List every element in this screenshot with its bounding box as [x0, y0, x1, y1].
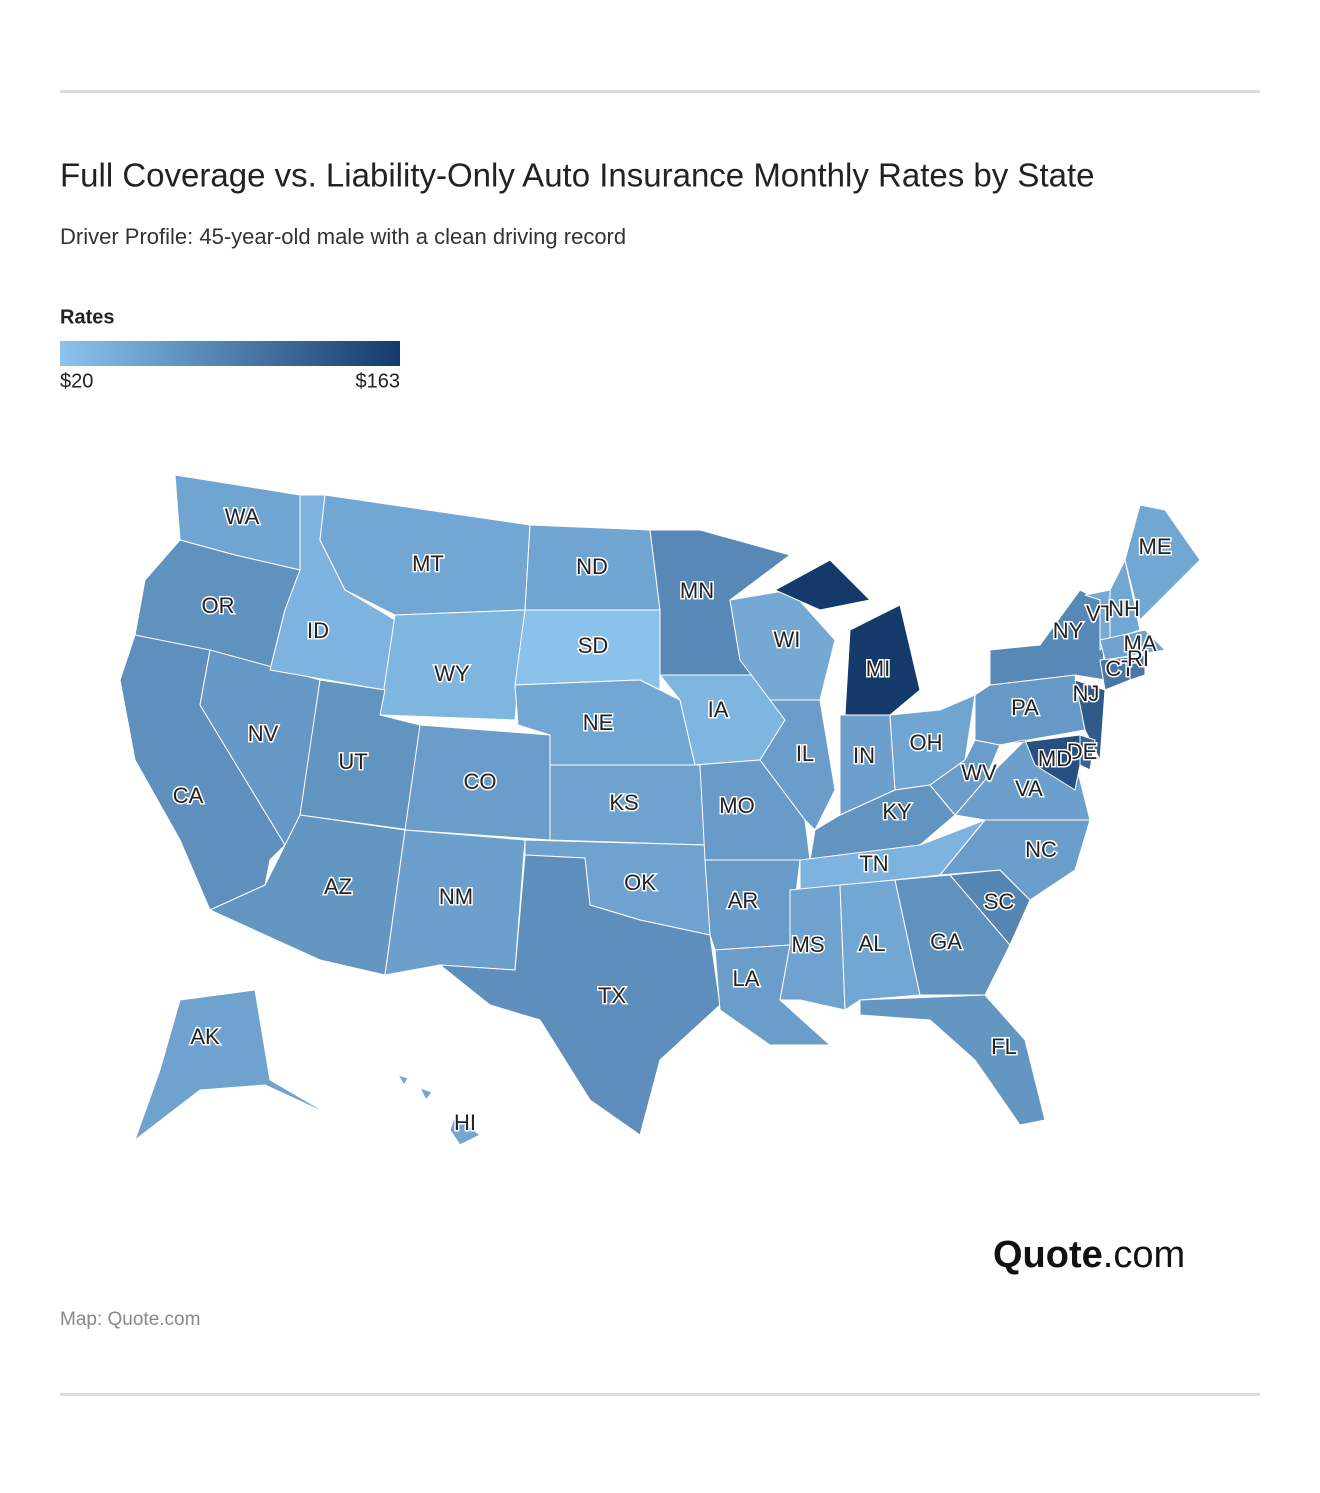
state-label: AR — [728, 888, 759, 913]
state-label: NE — [583, 710, 614, 735]
state-label: GA — [930, 929, 962, 954]
state-label: IL — [796, 741, 814, 766]
state-label: ID — [307, 618, 329, 643]
legend-title: Rates — [60, 306, 114, 328]
state-label: LA — [733, 966, 760, 991]
state-label: VT — [1086, 601, 1114, 626]
state-label: NV — [248, 721, 279, 746]
state-label: MN — [680, 578, 714, 603]
legend-min: $20 — [60, 370, 93, 392]
legend-max: $163 — [356, 370, 401, 392]
state — [859, 994, 1046, 1126]
state-label: MD — [1038, 746, 1072, 771]
state — [774, 559, 921, 716]
state — [397, 1074, 481, 1146]
state-label: WA — [225, 504, 260, 529]
state-label: WV — [961, 760, 997, 785]
logo-suffix: .com — [1103, 1234, 1185, 1276]
bottom-rule — [60, 1393, 1260, 1396]
state — [1109, 559, 1141, 641]
state — [999, 734, 1081, 791]
state — [759, 699, 836, 831]
state-label: CT — [1105, 656, 1134, 681]
state-label: MA — [1124, 631, 1157, 656]
state-label: WY — [434, 661, 470, 686]
top-rule — [60, 90, 1260, 93]
state — [1099, 629, 1166, 661]
state-label: NJ — [1073, 681, 1100, 706]
state-label: OR — [202, 593, 235, 618]
state-label: AL — [859, 931, 886, 956]
state — [1129, 654, 1146, 681]
state-label: SD — [578, 633, 609, 658]
state-label: UT — [338, 749, 367, 774]
state-label: NC — [1025, 837, 1057, 862]
state-label: SC — [984, 889, 1015, 914]
state-label: AZ — [324, 874, 352, 899]
state-label: IA — [708, 697, 729, 722]
state — [894, 874, 1011, 996]
state — [1074, 679, 1106, 761]
state — [839, 879, 921, 1011]
state-label: HI — [454, 1110, 476, 1135]
state-label: ND — [576, 554, 608, 579]
state-label: TN — [859, 851, 888, 876]
state — [379, 609, 526, 721]
state-label: FL — [991, 1034, 1017, 1059]
state-label: WI — [774, 627, 801, 652]
map — [119, 474, 1201, 1146]
state-label: VA — [1015, 776, 1043, 801]
source: Map: Quote.com — [60, 1309, 200, 1330]
logo-name: Quote — [993, 1234, 1103, 1276]
state — [439, 854, 721, 1136]
state-label: DE — [1067, 739, 1098, 764]
state-label: NH — [1108, 596, 1140, 621]
legend-gradient — [60, 341, 400, 366]
state-label: NM — [439, 884, 473, 909]
title: Full Coverage vs. Liability-Only Auto In… — [60, 157, 1095, 194]
state-label: TX — [598, 983, 626, 1008]
state — [1124, 504, 1201, 621]
logo: Quote.com — [993, 1234, 1185, 1276]
state-label: OK — [624, 870, 656, 895]
state-label: CA — [173, 783, 204, 808]
state-label: KS — [609, 790, 638, 815]
state-label: PA — [1011, 695, 1039, 720]
state — [134, 989, 331, 1141]
state-label: AK — [190, 1024, 220, 1049]
state-label: MT — [412, 551, 444, 576]
state-label: MI — [866, 656, 890, 681]
state-label: MO — [719, 793, 754, 818]
state-label: RI — [1127, 646, 1149, 671]
state-label: OH — [910, 730, 943, 755]
state-label: CO — [464, 769, 497, 794]
state-label: ME — [1139, 534, 1172, 559]
state-label: IN — [853, 743, 875, 768]
subtitle: Driver Profile: 45-year-old male with a … — [60, 224, 626, 249]
state-labels: WA OR CA NV ID MT WY UT AZ CO NM ND SD NE KS OK TX MN IA MO… — [171, 502, 1173, 1136]
state-label: MS — [792, 932, 825, 957]
state-label: NY — [1053, 618, 1084, 643]
state-label: KY — [882, 799, 912, 824]
